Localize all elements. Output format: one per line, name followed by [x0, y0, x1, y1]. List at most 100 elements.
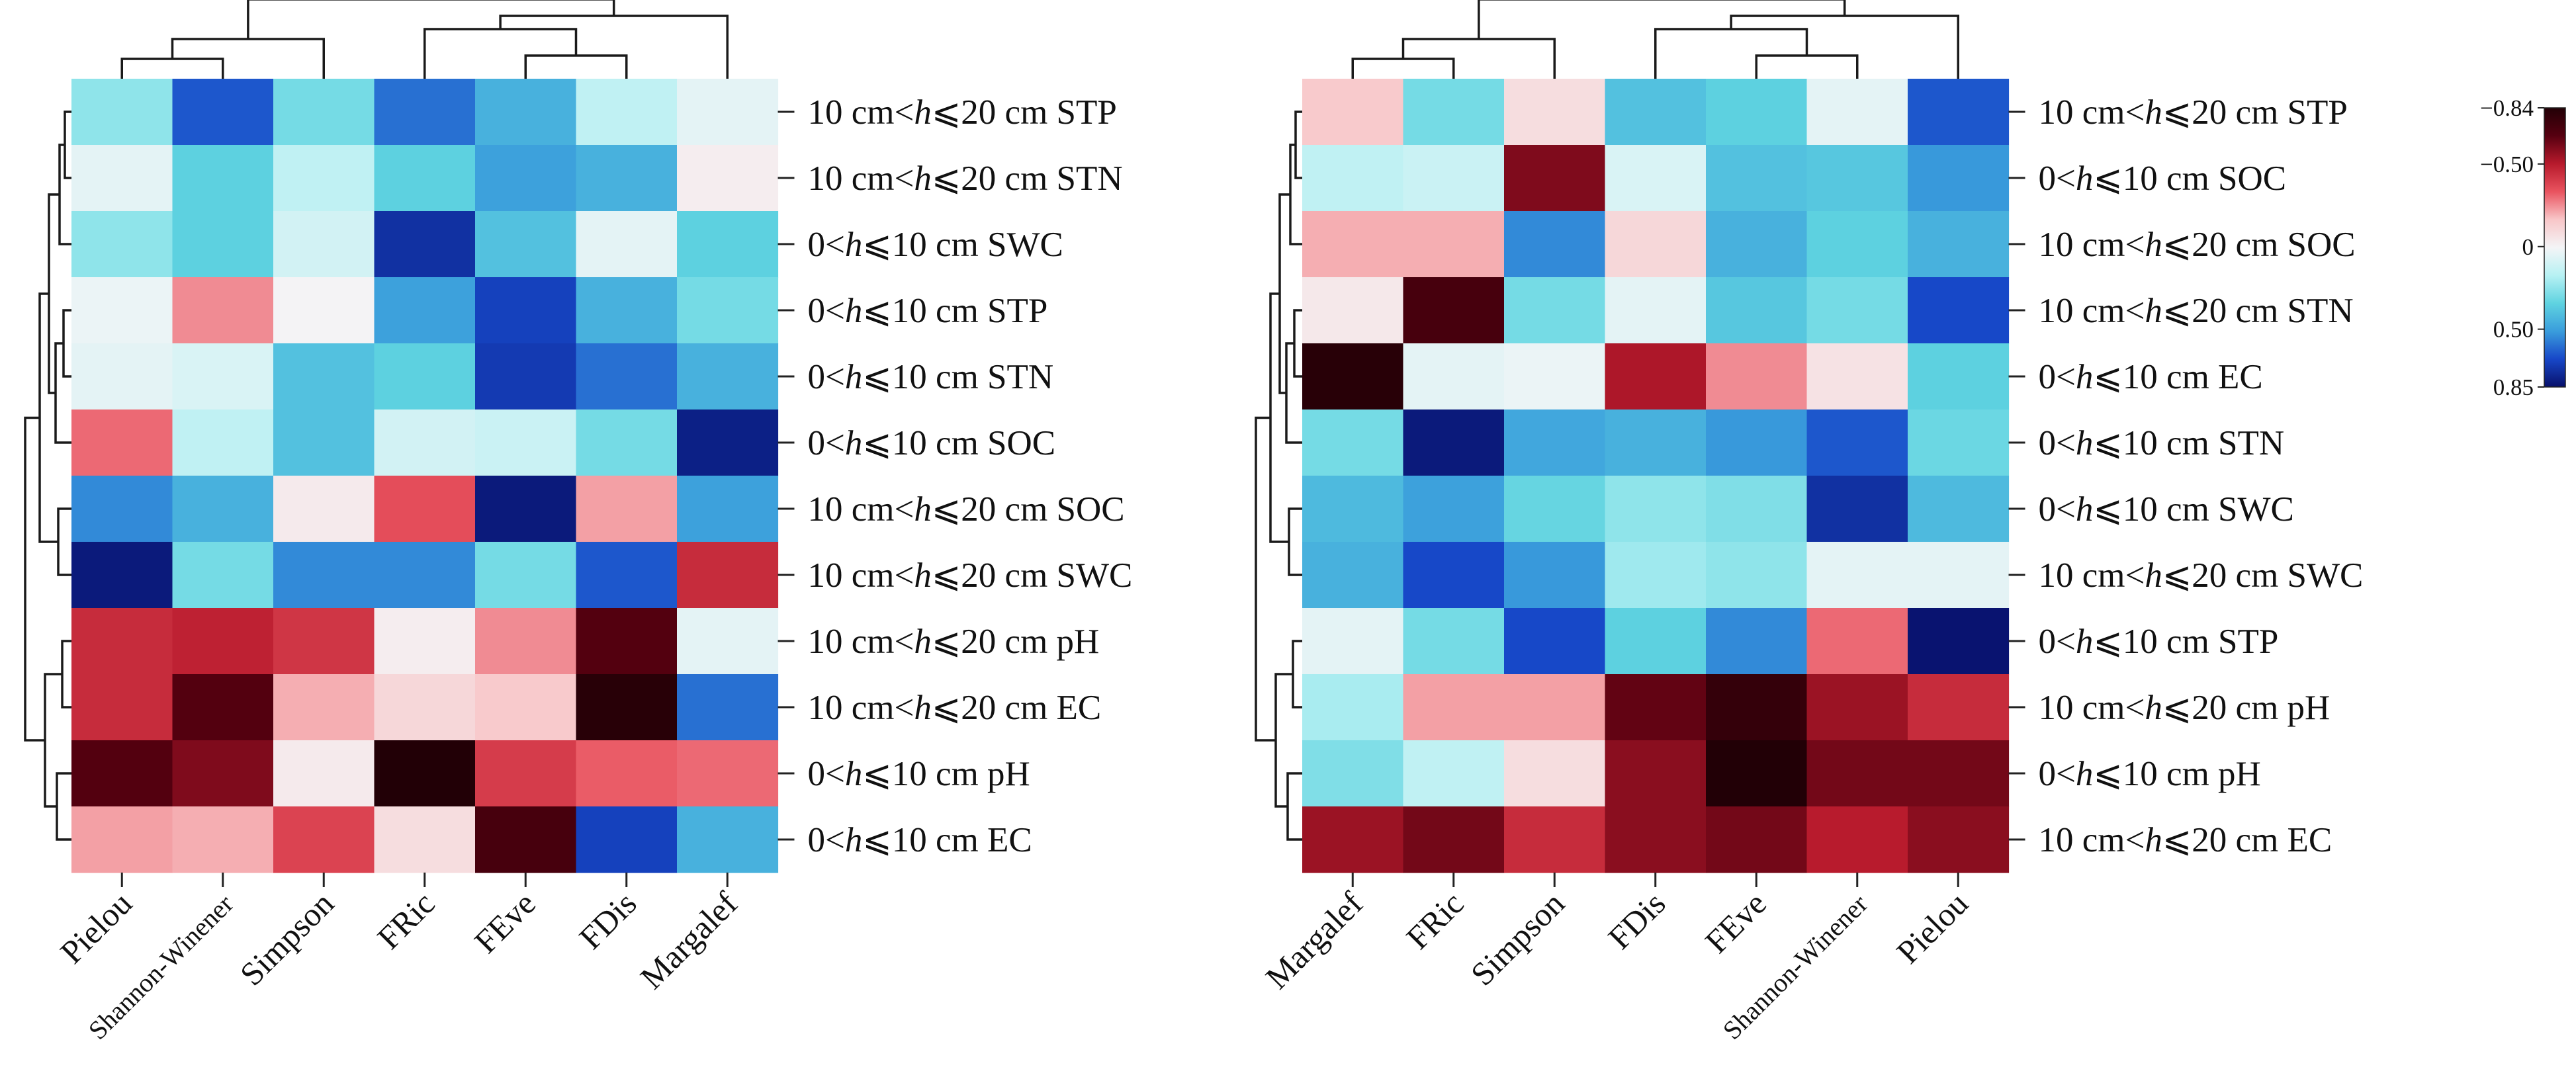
heatmap-cell — [1605, 145, 1707, 212]
colorbar-tick-label: −0.50 — [2480, 151, 2534, 177]
heatmap-cell — [273, 145, 375, 212]
colorbar-tick-label: −0.84 — [2480, 95, 2534, 121]
heatmap-cell — [1806, 277, 1908, 344]
heatmap-cell — [1504, 542, 1606, 609]
column-label: FDis — [572, 884, 643, 956]
heatmap-cell — [1403, 145, 1505, 212]
heatmap-cell — [1605, 277, 1707, 344]
heatmap-cell — [1605, 608, 1707, 675]
heatmap-cell — [1504, 409, 1606, 476]
heatmap-cell — [475, 343, 577, 410]
row-label: 0<h⩽10 cm SOC — [808, 424, 1056, 462]
dendrogram-link — [1274, 673, 1293, 808]
dendrogram-link — [499, 15, 729, 79]
heatmap-cell — [374, 211, 476, 278]
heatmap-cell — [1706, 343, 1808, 410]
heatmap-cell — [475, 542, 577, 609]
row-label: 0<h⩽10 cm EC — [808, 821, 1032, 859]
heatmap-cell — [71, 806, 173, 873]
dendrogram-link — [1755, 54, 1859, 79]
heatmap-cell — [1806, 145, 1908, 212]
heatmap-cell — [475, 409, 577, 476]
dendrogram-link — [56, 772, 71, 841]
heatmap-cell — [1908, 740, 2010, 807]
heatmap-cell — [1302, 476, 1404, 542]
heatmap-cell — [71, 145, 173, 212]
column-label: FEve — [1698, 884, 1773, 960]
colorbar-tick-label: 0.50 — [2493, 317, 2534, 343]
heatmap-cell — [1806, 476, 1908, 542]
heatmap-cell — [273, 79, 375, 146]
dendrogram-link — [1730, 15, 1959, 79]
heatmap-cell — [1605, 674, 1707, 741]
column-label: Pielou — [1889, 884, 1975, 970]
heatmap-cell — [576, 79, 678, 146]
heatmap-cell — [677, 79, 779, 146]
heatmap-cell — [1806, 806, 1908, 873]
column-label: FRic — [370, 884, 441, 956]
heatmap-cell — [1504, 608, 1606, 675]
column-dendrogram — [1351, 0, 1959, 79]
heatmap-cell — [475, 476, 577, 542]
heatmap-cell — [71, 343, 173, 410]
heatmap-cell — [1806, 674, 1908, 741]
row-label: 10 cm<h⩽20 cm pH — [2039, 689, 2331, 727]
row-label: 0<h⩽10 cm STP — [808, 292, 1048, 330]
heatmap-right: 10 cm<h⩽20 cm STP 0<h⩽10 cm SOC 10 cm<h⩽20… — [1255, 0, 2363, 1045]
heatmap-cell — [1504, 277, 1606, 344]
row-label: 0<h⩽10 cm SOC — [2039, 159, 2287, 198]
heatmap-cell — [172, 740, 274, 807]
row-label: 0<h⩽10 cm STN — [808, 358, 1054, 396]
heatmap-cell — [1302, 409, 1404, 476]
heatmap-cell — [273, 674, 375, 741]
column-label: Pielou — [53, 884, 139, 970]
heatmap-cell — [172, 674, 274, 741]
heatmap-cell — [576, 277, 678, 344]
heatmap-cell — [1504, 79, 1606, 146]
heatmap-cell — [576, 674, 678, 741]
heatmap-cell — [576, 145, 678, 212]
heatmap-cell — [374, 674, 476, 741]
dendrogram-link — [61, 640, 71, 709]
heatmap-cell — [1706, 608, 1808, 675]
dendrogram-link — [1294, 110, 1302, 179]
heatmap-cell — [1504, 806, 1606, 873]
heatmap-cell — [1302, 740, 1404, 807]
heatmap-cell — [172, 608, 274, 675]
heatmap-cell — [71, 542, 173, 609]
heatmap-cell — [475, 211, 577, 278]
heatmap-cell — [1403, 542, 1505, 609]
dendrogram-link — [64, 110, 71, 179]
heatmap-cell — [1908, 806, 2010, 873]
heatmap-cell — [273, 740, 375, 807]
heatmap-cell — [1302, 806, 1404, 873]
heatmap-cell — [1806, 542, 1908, 609]
heatmap-cell — [1605, 211, 1707, 278]
heatmap-cell — [677, 277, 779, 344]
heatmap-cell — [374, 409, 476, 476]
column-label: FRic — [1399, 884, 1470, 956]
heatmap-cell — [475, 277, 577, 344]
dendrogram-link — [57, 507, 71, 576]
heatmap-cell — [1908, 343, 2010, 410]
dendrogram-link — [1654, 28, 1808, 79]
row-label: 0<h⩽10 cm SWC — [808, 226, 1063, 264]
dendrogram-link — [44, 673, 62, 808]
heatmap-cell — [172, 476, 274, 542]
dendrogram-link — [1293, 309, 1302, 378]
heatmap-cell — [1403, 806, 1505, 873]
heatmap-cell — [71, 740, 173, 807]
row-label: 10 cm<h⩽20 cm pH — [808, 623, 1100, 661]
row-label: 0<h⩽10 cm EC — [2039, 358, 2263, 396]
heatmap-cell — [1302, 79, 1404, 146]
heatmap-cell — [677, 806, 779, 873]
heatmap-cell — [1605, 79, 1707, 146]
dendrogram-link — [1288, 507, 1302, 576]
heatmap-cell — [1908, 476, 2010, 542]
heatmap-cell — [677, 409, 779, 476]
heatmap-cell — [1806, 79, 1908, 146]
heatmap-cell — [1706, 542, 1808, 609]
heatmap-cell — [374, 145, 476, 212]
heatmap-cell — [576, 608, 678, 675]
